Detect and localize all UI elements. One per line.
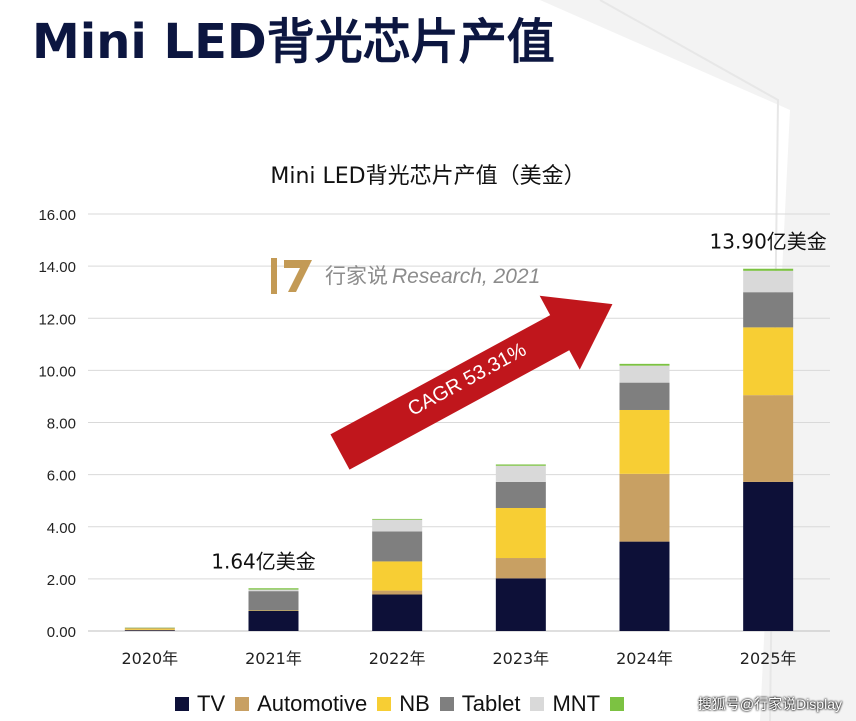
page-title: Mini LED背光芯片产值 [32, 14, 555, 70]
bar-segment [124, 629, 175, 631]
legend-swatch [610, 697, 625, 711]
bar-segment [372, 561, 423, 591]
legend-label: TV [197, 691, 226, 716]
legend-swatch [235, 697, 250, 711]
legend: TV Automotive NB Tablet MNT [175, 690, 642, 718]
total-annotation: 13.90亿美金 [710, 230, 827, 254]
bar-segment [495, 558, 546, 579]
x-tick-label: 2023年 [492, 649, 549, 668]
bar-segment [248, 588, 299, 590]
legend-label: NB [399, 691, 430, 716]
bar-segment [619, 363, 670, 366]
bar-segment [372, 519, 423, 532]
y-tick-label: 0.00 [47, 624, 76, 641]
cagr-arrow [330, 295, 613, 470]
x-tick-label: 2022年 [369, 649, 426, 668]
x-tick-label: 2021年 [245, 649, 302, 668]
bar-segment [619, 473, 670, 542]
y-tick-label: 12.00 [38, 311, 76, 328]
bar-segment [248, 591, 299, 611]
legend-label: Automotive [257, 691, 368, 716]
x-tick-label: 2020年 [121, 649, 178, 668]
bar-segment [124, 630, 175, 631]
watermark-brand: 行家说 [325, 264, 388, 288]
legend-item: Automotive [235, 691, 367, 717]
stacked-bar-chart: 0.00 2.00 4.00 6.00 8.00 10.00 12.00 14.00 16.00… [38, 207, 830, 668]
legend-item: Tablet [439, 691, 521, 717]
legend-label: Tablet [461, 691, 521, 716]
bar-segment [248, 610, 299, 611]
bar-segment [248, 589, 299, 592]
bar-segment [124, 628, 175, 630]
chart-title: Mini LED背光芯片产值（美金） [270, 164, 586, 189]
legend-swatch [530, 697, 545, 711]
y-tick-label: 4.00 [47, 520, 76, 537]
bar-segment [495, 465, 546, 482]
watermark-text: Research, 2021 [392, 265, 540, 288]
y-tick-label: 6.00 [47, 468, 76, 485]
legend-item: TV [175, 691, 225, 717]
bar-segment [743, 481, 794, 631]
bar-segment [743, 268, 794, 271]
x-tick-label: 2024年 [616, 649, 673, 668]
bar-segment [248, 610, 299, 631]
bar-segment [743, 292, 794, 328]
bar-segment [124, 627, 175, 629]
legend-item: MNT [530, 691, 600, 717]
legend-swatch [439, 697, 454, 711]
y-tick-label: 10.00 [38, 363, 76, 380]
bar-segment [619, 382, 670, 410]
bar-segment [619, 365, 670, 383]
total-annotation: 1.64亿美金 [211, 549, 316, 573]
legend-swatch [175, 697, 189, 711]
bar-segment [495, 464, 546, 466]
bar-segment [372, 531, 423, 562]
legend-item [610, 697, 632, 711]
bar-segment [495, 481, 546, 508]
y-tick-label: 16.00 [38, 207, 76, 224]
y-tick-label: 2.00 [47, 572, 76, 589]
bar-segment [495, 507, 546, 559]
legend-label: MNT [552, 691, 601, 716]
bar-segment [743, 327, 794, 396]
bar-segment [743, 395, 794, 482]
bar-segment [372, 594, 423, 631]
y-tick-label: 8.00 [47, 416, 76, 433]
bar-segment [743, 270, 794, 293]
bar-segment [619, 409, 670, 474]
x-tick-label: 2025年 [740, 649, 797, 668]
bar-segment [372, 590, 423, 595]
footer-credit: 搜狐号@行家说Display [697, 696, 842, 712]
legend-item: NB [377, 691, 430, 717]
bar-segment [372, 518, 423, 520]
bar-segment [619, 541, 670, 631]
legend-swatch [377, 697, 392, 711]
y-tick-label: 14.00 [38, 259, 76, 276]
bar-segment [495, 578, 546, 631]
research-logo-icon [271, 258, 312, 294]
